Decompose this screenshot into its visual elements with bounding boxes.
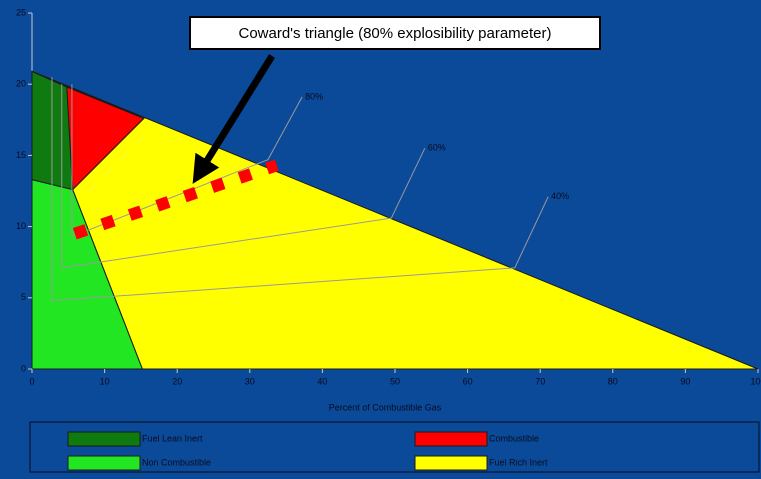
x-tick-label: 100: [750, 376, 761, 386]
reference-line: [51, 77, 549, 302]
x-tick-label: 70: [535, 376, 545, 386]
y-tick-label: 5: [21, 292, 26, 302]
plot-area: 80% 60% 40% 0 5 10 15 20 25 0 10 20 30 40 50 60 70 80 90 10…: [16, 7, 761, 412]
y-tick-label: 0: [21, 363, 26, 373]
x-axis-label: Percent of Combustible Gas: [329, 402, 442, 412]
y-tick-label: 10: [16, 221, 26, 231]
legend-swatch: [414, 431, 488, 447]
reference-label: 80%: [305, 91, 323, 101]
annotation: Coward's triangle (80% explosibility par…: [239, 25, 552, 42]
legend-swatch: [67, 455, 141, 471]
x-tick-label: 50: [390, 376, 400, 386]
legend-swatch: [414, 455, 488, 471]
reference-label: 40%: [551, 191, 569, 201]
annotation-arrow: [192, 54, 275, 184]
y-tick-label: 25: [16, 7, 26, 17]
region: [66, 86, 145, 191]
x-tick-label: 60: [463, 376, 473, 386]
x-tick-label: 80: [608, 376, 618, 386]
legend: Fuel Lean Inert Combustible Non Combustibl…: [67, 431, 548, 471]
dotted-line: [72, 159, 279, 240]
reference-line: [71, 84, 303, 238]
legend-label: Non Combustible: [142, 457, 211, 467]
x-tick-label: 0: [29, 376, 34, 386]
legend-swatch: [67, 431, 141, 447]
x-tick-label: 30: [245, 376, 255, 386]
legend-label: Fuel Rich Inert: [489, 457, 548, 467]
x-tick-label: 20: [172, 376, 182, 386]
annotation-box: [189, 16, 601, 50]
reference-label: 60%: [428, 143, 446, 153]
x-tick-label: 90: [680, 376, 690, 386]
y-tick-label: 20: [16, 79, 26, 89]
y-tick-label: 15: [16, 150, 26, 160]
reference-line: [61, 84, 426, 269]
legend-label: Fuel Lean Inert: [142, 433, 203, 443]
legend-box: [29, 421, 760, 473]
region: [31, 70, 759, 370]
x-tick-label: 10: [100, 376, 110, 386]
x-tick-label: 40: [317, 376, 327, 386]
legend-label: Combustible: [489, 433, 539, 443]
